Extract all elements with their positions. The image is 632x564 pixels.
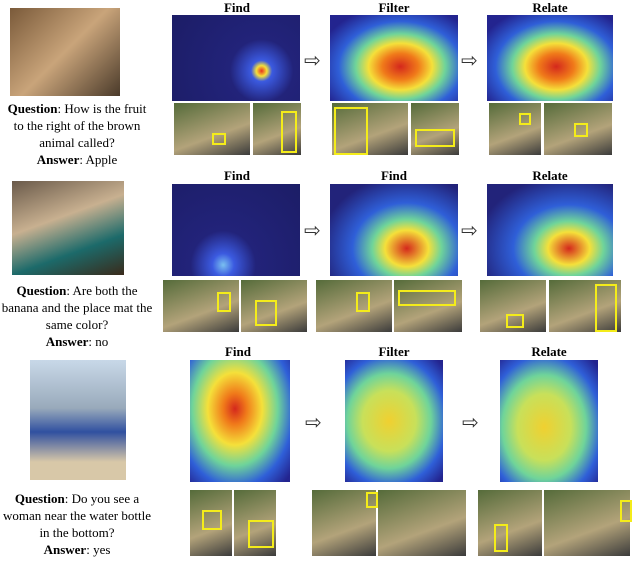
thumbnail bbox=[241, 280, 307, 332]
arrow: ⇨ bbox=[462, 412, 479, 434]
attention-map bbox=[190, 360, 290, 482]
question-text: : Are both the banana and the place mat … bbox=[1, 283, 153, 332]
question-text: : How is the fruit to the right of the b… bbox=[13, 101, 147, 150]
thumbnail bbox=[394, 280, 462, 332]
question-label: Question bbox=[7, 101, 58, 116]
thumbnail bbox=[316, 280, 392, 332]
attention-map bbox=[500, 360, 598, 482]
thumbnail bbox=[480, 280, 546, 332]
arrow: ⇨ bbox=[304, 220, 321, 242]
thumbnail bbox=[174, 103, 250, 155]
thumbnail bbox=[312, 490, 378, 556]
question: Question: How is the fruit to the right … bbox=[2, 100, 152, 168]
question: Question: Are both the banana and the pl… bbox=[0, 282, 154, 350]
attention-map bbox=[172, 184, 300, 276]
step-header: Find bbox=[380, 168, 407, 183]
step-header: Find bbox=[224, 344, 251, 359]
thumbnail bbox=[163, 280, 239, 332]
step-header: Relate bbox=[532, 168, 568, 183]
step-header: Find bbox=[223, 0, 250, 15]
arrow: ⇨ bbox=[304, 50, 321, 72]
thumbnail bbox=[190, 490, 232, 556]
input-image bbox=[30, 360, 126, 480]
answer-text: : Apple bbox=[79, 152, 118, 167]
thumbnail bbox=[478, 490, 542, 556]
answer-label: Answer bbox=[36, 152, 80, 167]
thumbnail bbox=[253, 103, 301, 155]
thumbnail bbox=[549, 280, 621, 332]
question: Question: Do you see a woman near the wa… bbox=[2, 490, 152, 558]
question-label: Question bbox=[14, 491, 65, 506]
thumbnail bbox=[489, 103, 541, 155]
step-header: Filter bbox=[378, 0, 410, 15]
input-image bbox=[12, 181, 124, 275]
attention-map bbox=[487, 15, 613, 101]
attention-map bbox=[345, 360, 443, 482]
question-label: Question bbox=[16, 283, 67, 298]
question-text: : Do you see a woman near the water bott… bbox=[3, 491, 151, 540]
attention-map bbox=[330, 184, 458, 276]
attention-map bbox=[330, 15, 458, 101]
thumbnail bbox=[544, 103, 612, 155]
answer-text: : yes bbox=[86, 542, 111, 557]
arrow: ⇨ bbox=[461, 220, 478, 242]
thumbnail bbox=[544, 490, 632, 556]
answer-text: : no bbox=[88, 334, 109, 349]
thumbnail bbox=[378, 490, 466, 556]
thumbnail bbox=[234, 490, 276, 556]
arrow: ⇨ bbox=[461, 50, 478, 72]
step-header: Relate bbox=[532, 0, 568, 15]
attention-map bbox=[172, 15, 300, 101]
thumbnail bbox=[411, 103, 459, 155]
answer-label: Answer bbox=[45, 334, 89, 349]
answer-label: Answer bbox=[43, 542, 87, 557]
input-image bbox=[10, 8, 120, 96]
thumbnail bbox=[332, 103, 408, 155]
step-header: Filter bbox=[378, 344, 410, 359]
arrow: ⇨ bbox=[305, 412, 322, 434]
step-header: Find bbox=[223, 168, 250, 183]
attention-map bbox=[487, 184, 613, 276]
step-header: Relate bbox=[531, 344, 567, 359]
